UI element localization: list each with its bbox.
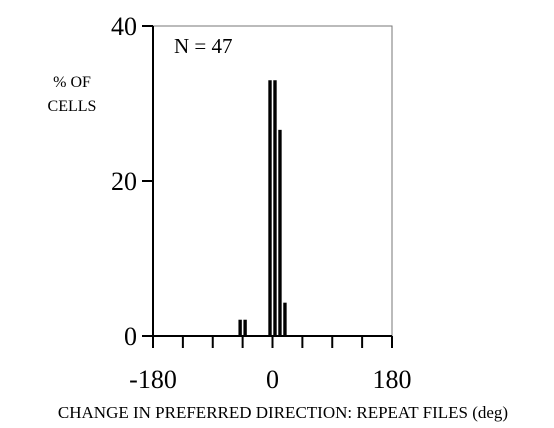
y-tick-label: 0 (124, 322, 137, 351)
x-axis-label: CHANGE IN PREFERRED DIRECTION: REPEAT FI… (58, 403, 508, 422)
y-tick-label: 40 (111, 12, 137, 41)
histogram-bar (273, 80, 277, 336)
y-axis-label-line-1: % OF (53, 74, 91, 91)
sample-size-annotation: N = 47 (174, 34, 233, 58)
y-axis-label-line-2: CELLS (48, 98, 97, 115)
histogram-bar (238, 319, 242, 336)
histogram-bar (243, 319, 247, 336)
histogram-bar (268, 80, 272, 336)
histogram-bar (278, 129, 282, 336)
x-tick-label: -180 (129, 365, 177, 394)
ticks-layer: -180 0 180 0 20 40 (111, 12, 412, 394)
x-tick-label: 180 (373, 365, 412, 394)
bars-layer (238, 80, 287, 336)
x-tick-label: 0 (266, 365, 279, 394)
y-tick-label: 20 (111, 167, 137, 196)
histogram-bar (283, 302, 287, 336)
